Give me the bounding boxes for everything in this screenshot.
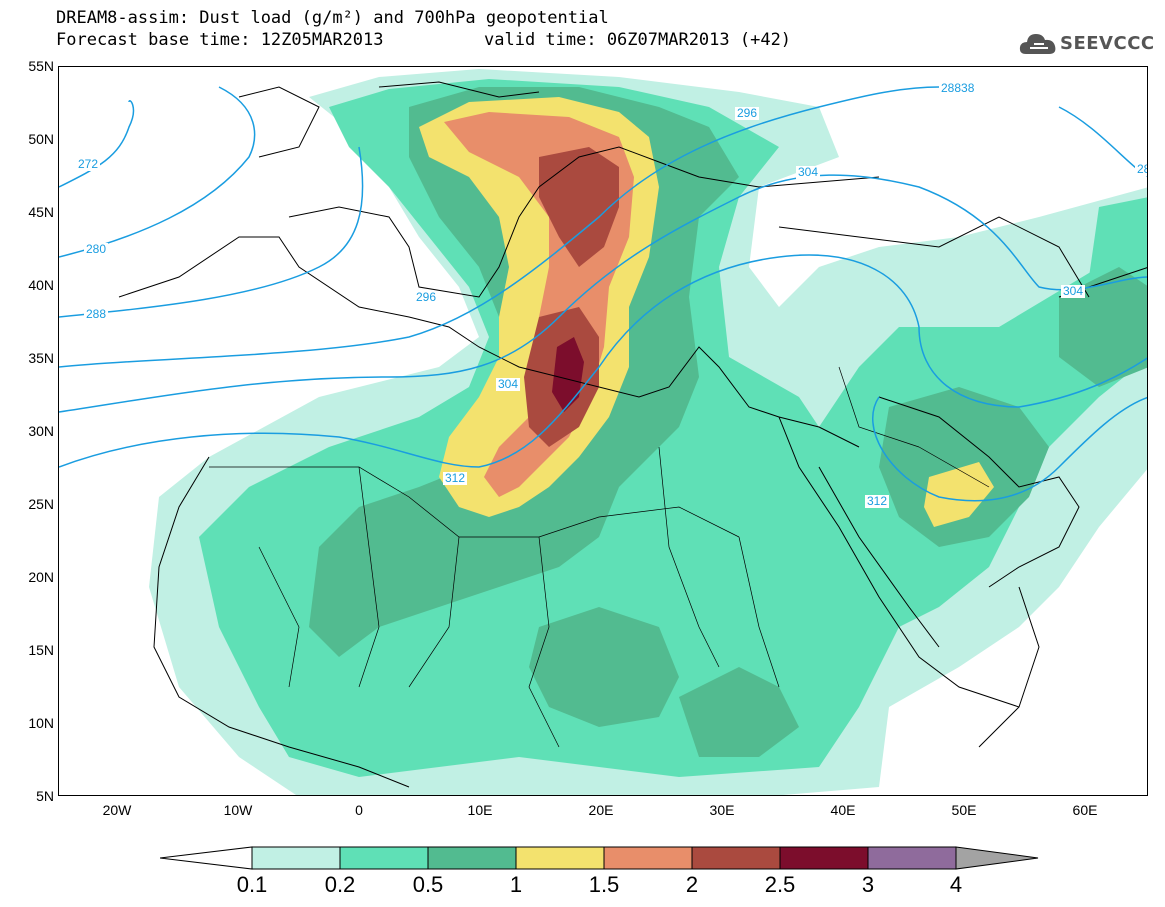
contour-label: 288 <box>84 307 109 321</box>
lat-label: 15N <box>28 642 54 658</box>
contour-label: 28 <box>1135 163 1147 176</box>
colorbar-swatch <box>867 846 957 870</box>
lat-label: 55N <box>28 58 54 74</box>
contour-label: 304 <box>496 377 521 391</box>
colorbar-tick: 1.5 <box>588 872 620 897</box>
lon-label: 10W <box>223 802 253 818</box>
colorbar-swatch <box>251 846 341 870</box>
colorbar-swatch <box>691 846 781 870</box>
colorbar-tick: 0.2 <box>324 872 356 897</box>
colorbar <box>160 846 1039 870</box>
colorbar-swatch <box>427 846 517 870</box>
seevccc-logo: SEEVCCC <box>1018 24 1158 64</box>
lat-label: 10N <box>28 715 54 731</box>
lon-label: 0 <box>355 802 363 818</box>
lat-label: 50N <box>28 131 54 147</box>
contour-label: 280 <box>84 242 109 256</box>
contour-label: 312 <box>443 471 468 485</box>
colorbar-tick: 2.5 <box>764 872 796 897</box>
valid-time: valid time: 06Z07MAR2013 (+42) <box>484 30 792 50</box>
colorbar-low-arrow <box>160 846 253 870</box>
colorbar-tick: 1 <box>509 872 523 897</box>
country-borders <box>209 366 990 748</box>
lat-label: 20N <box>28 569 54 585</box>
lon-label: 40E <box>830 802 856 818</box>
lat-label: 5N <box>36 788 54 804</box>
dust-load-map: 272 280 288 296 296 304 304 304 312 312 … <box>58 66 1148 796</box>
contour-label: 28838 <box>939 81 977 95</box>
contour-label: 304 <box>1061 284 1086 298</box>
contour-label: 272 <box>76 157 101 171</box>
lon-label: 30E <box>709 802 735 818</box>
lat-label: 35N <box>28 350 54 366</box>
contour-label: 304 <box>796 165 821 179</box>
lat-label: 25N <box>28 496 54 512</box>
contour-label: 296 <box>735 106 760 120</box>
lon-label: 20W <box>102 802 132 818</box>
lat-label: 40N <box>28 277 54 293</box>
colorbar-swatch <box>779 846 869 870</box>
colorbar-swatch <box>339 846 429 870</box>
lat-label: 45N <box>28 204 54 220</box>
colorbar-tick: 3 <box>861 872 875 897</box>
map-canvas <box>59 69 1147 795</box>
map-title: DREAM8-assim: Dust load (g/m²) and 700hP… <box>56 8 609 28</box>
forecast-base-time: Forecast base time: 12Z05MAR2013 <box>56 30 384 50</box>
colorbar-tick: 4 <box>949 872 963 897</box>
lon-label: 20E <box>588 802 614 818</box>
cloud-icon <box>1019 34 1056 54</box>
coastlines <box>118 81 1147 788</box>
lat-label: 30N <box>28 423 54 439</box>
lon-label: 60E <box>1072 802 1098 818</box>
colorbar-tick: 0.5 <box>412 872 444 897</box>
colorbar-tick: 2 <box>685 872 699 897</box>
contour-label: 296 <box>414 290 439 304</box>
geopotential-contours <box>59 86 1147 502</box>
logo-text: SEEVCCC <box>1060 33 1155 54</box>
colorbar-high-arrow <box>955 846 1039 870</box>
colorbar-swatch <box>515 846 605 870</box>
colorbar-swatch <box>603 846 693 870</box>
colorbar-tick: 0.1 <box>236 872 268 897</box>
lon-label: 10E <box>467 802 493 818</box>
dust-layer-2.5 <box>552 337 584 412</box>
lon-label: 50E <box>951 802 977 818</box>
contour-label: 312 <box>865 494 890 508</box>
